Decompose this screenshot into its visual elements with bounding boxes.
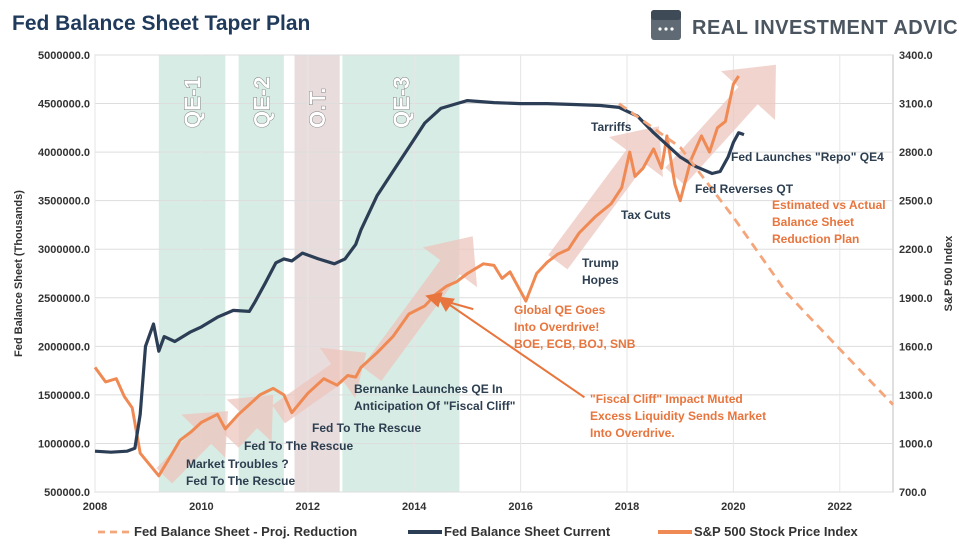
x-tick-label: 2018	[615, 501, 639, 513]
y-left-tick-label: 5000000.0	[38, 50, 90, 62]
trend-arrow-1	[156, 411, 228, 484]
x-tick-label: 2010	[189, 501, 213, 513]
y-left-tick-label: 2000000.0	[38, 341, 90, 353]
y-right-tick-label: 1600.0	[899, 341, 933, 353]
trend-arrow-5	[548, 126, 663, 270]
annotation-text: Global QE Goes	[514, 303, 606, 317]
plot-area	[94, 54, 894, 493]
band-o-t-	[294, 55, 340, 492]
legend-label: Fed Balance Sheet Current	[444, 524, 611, 539]
annotation-text: Into Overdrive!	[514, 320, 599, 334]
legend-label: S&P 500 Stock Price Index	[694, 524, 859, 539]
x-tick-label: 2020	[721, 501, 745, 513]
x-tick-label: 2016	[508, 501, 532, 513]
annotation-text: Estimated vs Actual	[772, 198, 886, 212]
y-right-tick-label: 2500.0	[899, 196, 933, 208]
y-left-tick-label: 2500000.0	[38, 293, 90, 305]
y-right-tick-label: 1900.0	[899, 293, 933, 305]
x-tick-label: 2012	[296, 501, 320, 513]
x-tick-label: 2008	[83, 501, 107, 513]
x-tick-label: 2014	[402, 501, 427, 513]
series-line-fed-current	[94, 99, 745, 454]
annotation-text: Hopes	[582, 273, 619, 287]
x-tick-label: 2022	[828, 501, 852, 513]
legend: Fed Balance Sheet - Proj. Reduction Fed B…	[98, 524, 859, 539]
annotation-text: Fed To The Rescue	[186, 474, 295, 488]
annotation-text: Reduction Plan	[772, 232, 859, 246]
y-left-tick-label: 4000000.0	[38, 147, 90, 159]
y-right-tick-label: 700.0	[899, 487, 927, 499]
annotation-text: Anticipation Of "Fiscal Cliff"	[354, 399, 515, 413]
y-right-axis-title: S&P 500 Index	[943, 235, 955, 311]
trend-arrow-2	[222, 394, 274, 448]
y-left-tick-label: 500000.0	[44, 487, 90, 499]
y-right-tick-label: 1000.0	[899, 438, 933, 450]
annotation-text: Tax Cuts	[621, 208, 671, 222]
annotation-text: Fed To The Rescue	[244, 439, 353, 453]
annotation-text: Into Overdrive.	[590, 426, 675, 440]
legend-label: Fed Balance Sheet - Proj. Reduction	[134, 524, 357, 539]
band-label-qe-2: QE-2	[249, 77, 274, 128]
annotation-text: Trump	[582, 256, 619, 270]
y-right-tick-label: 1300.0	[899, 390, 933, 402]
y-left-tick-label: 1000000.0	[38, 438, 90, 450]
annotation-text: Balance Sheet	[772, 215, 854, 229]
y-left-tick-label: 3000000.0	[38, 244, 90, 256]
y-right-tick-label: 3100.0	[899, 99, 933, 111]
annotation-text: Tarriffs	[591, 120, 632, 134]
y-left-tick-label: 1500000.0	[38, 390, 90, 402]
y-left-tick-label: 3500000.0	[38, 196, 90, 208]
series-line-spx	[93, 75, 740, 478]
annotation-text: Bernanke Launches QE In	[354, 382, 503, 396]
band-label-qe-1: QE-1	[180, 77, 205, 128]
brand-name: REAL INVESTMENT ADVICE	[692, 17, 959, 39]
annotation-text: "Fiscal Cliff" Impact Muted	[590, 392, 743, 406]
y-left-axis-title: Fed Balance Sheet (Thousands)	[13, 190, 25, 357]
pointer-arrow-fiscal-cliff	[437, 296, 586, 399]
annotation-text: BOE, ECB, BOJ, SNB	[514, 337, 636, 351]
chart-title: Fed Balance Sheet Taper Plan	[12, 12, 310, 35]
annotation-text: Fed Reverses QT	[695, 182, 794, 196]
y-right-tick-label: 3400.0	[899, 50, 933, 62]
annotation-text: Excess Liquidity Sends Market	[590, 409, 766, 423]
brand-logo-top	[651, 10, 681, 20]
band-label-qe-3: QE-3	[389, 77, 414, 128]
brand-logo: REAL INVESTMENT ADVICE	[651, 10, 959, 40]
annotation-text: Fed To The Rescue	[312, 421, 421, 435]
y-right-tick-label: 2800.0	[899, 147, 933, 159]
annotation-text: Market Troubles ?	[186, 457, 289, 471]
trend-arrow-3	[272, 347, 367, 424]
annotation-text: Fed Launches "Repo" QE4	[731, 150, 884, 164]
series-line-fed-projection	[618, 102, 895, 406]
band-label-o-t-: O.T.	[305, 88, 330, 128]
y-left-tick-label: 4500000.0	[38, 99, 90, 111]
y-right-tick-label: 2200.0	[899, 244, 933, 256]
